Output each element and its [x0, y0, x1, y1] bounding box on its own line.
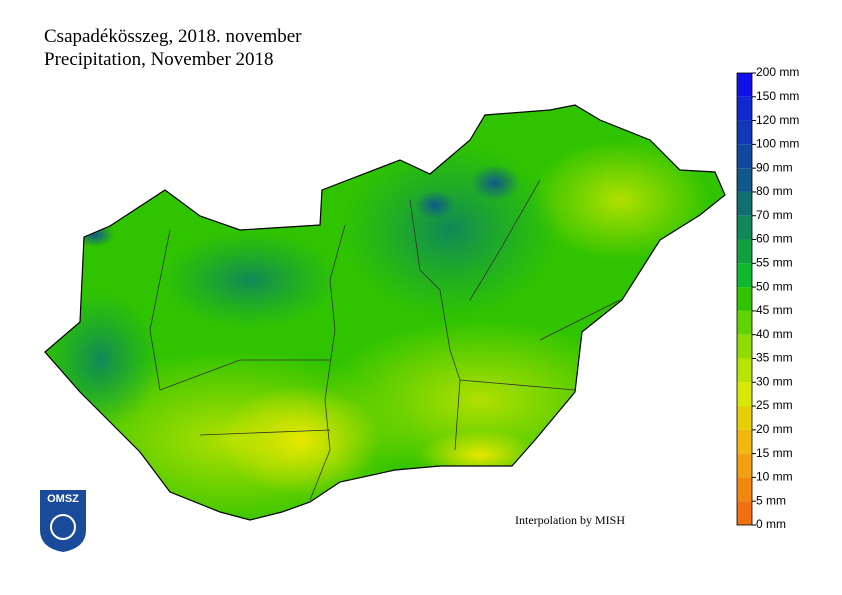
legend-band	[737, 96, 752, 121]
legend-band	[737, 501, 752, 525]
legend-label: 100 mm	[756, 137, 799, 151]
legend-band	[737, 477, 752, 502]
legend-label: 70 mm	[756, 208, 793, 222]
legend-band	[737, 239, 752, 264]
legend-label: 80 mm	[756, 184, 793, 198]
legend-band	[737, 168, 752, 192]
legend-band	[737, 382, 752, 407]
legend-band	[737, 453, 752, 478]
credit: Interpolation by MISH	[515, 513, 625, 527]
legend-label: 90 mm	[756, 160, 793, 174]
subtitle: Precipitation, November 2018	[44, 49, 274, 70]
title: Csapadékösszeg, 2018. november	[44, 26, 302, 47]
legend-band	[737, 310, 752, 335]
legend-label: 30 mm	[756, 374, 793, 388]
legend-band	[737, 406, 752, 430]
legend-label: 10 mm	[756, 470, 793, 484]
legend-label: 40 mm	[756, 327, 793, 341]
legend-band	[737, 120, 752, 145]
legend-band	[737, 263, 752, 288]
legend-band	[737, 287, 752, 311]
legend-label: 20 mm	[756, 422, 793, 436]
legend-label: 45 mm	[756, 303, 793, 317]
logo: OMSZ	[40, 490, 86, 552]
legend-label: 55 mm	[756, 255, 793, 269]
legend-label: 50 mm	[756, 279, 793, 293]
legend-band	[737, 334, 752, 359]
legend-label: 150 mm	[756, 89, 799, 103]
legend-band	[737, 429, 752, 454]
legend-frame	[736, 72, 753, 526]
legend-band	[737, 215, 752, 240]
legend-label: 120 mm	[756, 113, 799, 127]
legend-label: 60 mm	[756, 232, 793, 246]
legend-label: 35 mm	[756, 351, 793, 365]
precipitation-field	[45, 105, 725, 520]
legend-label: 15 mm	[756, 446, 793, 460]
legend-band	[737, 144, 752, 169]
legend-label: 0 mm	[756, 517, 786, 531]
legend-band	[737, 358, 752, 383]
county-borders	[149, 179, 621, 501]
legend-label: 5 mm	[756, 493, 786, 507]
legend-band	[737, 73, 752, 97]
logo-text: OMSZ	[47, 493, 79, 505]
legend-label: 200 mm	[756, 65, 799, 79]
legend-label: 25 mm	[756, 398, 793, 412]
legend-band	[737, 191, 752, 216]
